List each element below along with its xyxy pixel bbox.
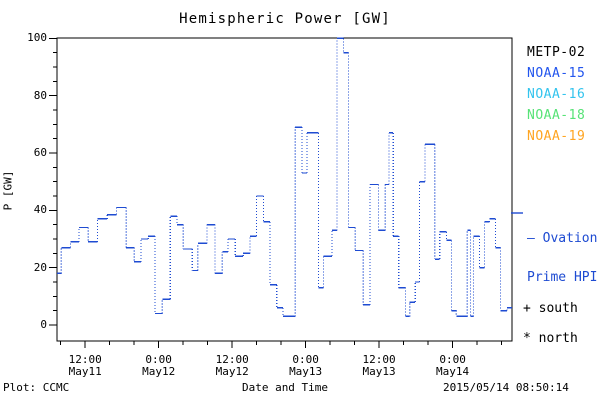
x-tick-time-May12-0:00: 0:00 [145,353,172,366]
hpi-dotted-connectors [60,38,508,317]
legend-item-noaa-19: NOAA-19 [527,129,586,144]
y-tick-label-20: 20 [33,260,47,274]
x-tick-date-May12: May12 [142,365,176,378]
plot-source-label: Plot: CCMC [3,381,70,394]
x-tick-date-May13: May13 [289,365,323,378]
legend-item-noaa-15: NOAA-15 [527,66,586,81]
ovation-prime-hpi-legend: – Ovation Prime HPI [527,206,597,310]
y-tick-label-80: 80 [33,88,47,102]
hpi-step-line [57,37,512,318]
legend-item-noaa-18: NOAA-18 [527,108,586,123]
x-tick-time-May13-0:00: 0:00 [292,353,319,366]
x-tick-time-May13-12:00: 12:00 [362,353,396,366]
x-axis-title: Date and Time [241,381,329,394]
y-tick-label-40: 40 [33,203,47,217]
y-tick-label-0: 0 [40,318,47,331]
satellite-legend: METP-02 NOAA-15 NOAA-16 NOAA-18 NOAA-19 [527,42,585,147]
south-marker-legend: + south [523,301,578,316]
x-tick-date-May12: May12 [215,365,249,378]
legend-item-metp-02: METP-02 [527,45,586,60]
x-tick-time-May14-0:00: 0:00 [439,353,466,366]
x-tick-date-May13: May13 [362,365,396,378]
x-tick-date-May11: May11 [68,365,102,378]
y-tick-label-60: 60 [33,145,47,159]
y-tick-label-100: 100 [27,31,47,45]
x-tick-date-May14: May14 [436,365,470,378]
north-marker-legend: * north [523,331,578,346]
chart-title: Hemispheric Power [GW] [179,11,391,27]
ovation-legend-line2: Prime HPI [527,270,598,285]
legend-item-noaa-16: NOAA-16 [527,87,586,102]
x-tick-time-May11-12:00: 12:00 [68,353,102,366]
plot-timestamp: 2015/05/14 08:50:14 [443,381,569,394]
x-tick-time-May12-12:00: 12:00 [215,353,249,366]
ovation-legend-line1: – Ovation [527,231,598,246]
